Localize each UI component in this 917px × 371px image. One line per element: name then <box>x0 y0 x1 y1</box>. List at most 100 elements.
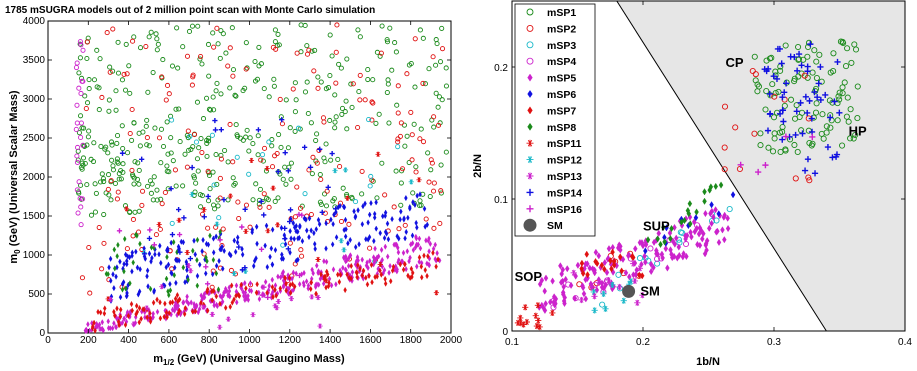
left-point-mSP13 <box>309 294 315 300</box>
left-point-mSP1 <box>250 197 256 203</box>
left-point-mSP1 <box>443 83 449 89</box>
left-point-mSP6 <box>279 224 284 232</box>
left-point-mSP16 <box>147 227 153 233</box>
left-point-mSP2 <box>299 253 305 259</box>
right-point-mSP1 <box>772 89 779 97</box>
left-point-mSP2 <box>144 135 150 141</box>
right-point-mSP5 <box>548 298 553 306</box>
left-point-mSP14 <box>119 150 126 156</box>
left-point-mSP1 <box>77 55 83 61</box>
left-point-mSP14 <box>218 127 224 133</box>
left-point-mSP1 <box>318 79 324 85</box>
left-point-mSP2 <box>395 83 401 89</box>
left-point-mSP6 <box>145 267 150 274</box>
left-point-mSP1 <box>280 176 286 182</box>
left-point-mSP7 <box>284 280 288 287</box>
right-point-mSP5 <box>663 245 669 253</box>
right-point-mSP5 <box>651 238 657 246</box>
left-point-mSP4 <box>76 85 82 91</box>
left-point-mSP1 <box>213 88 219 94</box>
left-point-mSP1 <box>191 173 197 179</box>
right-point-mSP14 <box>804 156 812 163</box>
left-point-mSP16 <box>116 228 123 234</box>
left-point-mSP11 <box>176 217 182 223</box>
left-point-mSP7 <box>218 300 222 307</box>
left-point-mSP1 <box>212 206 218 212</box>
left-point-mSP5 <box>346 262 351 270</box>
left-point-mSP2 <box>435 122 442 128</box>
left-point-mSP1 <box>386 120 392 126</box>
left-point-mSP1 <box>149 181 155 187</box>
left-point-mSP5 <box>189 299 193 306</box>
right-point-mSP6 <box>693 214 699 222</box>
left-point-mSP5 <box>243 296 247 304</box>
left-point-mSP1 <box>180 183 186 189</box>
annotation-sop: SOP <box>515 269 543 284</box>
legend-label: mSP3 <box>547 40 576 52</box>
right-point-mSP7 <box>594 259 600 268</box>
left-point-mSP16 <box>239 224 245 230</box>
left-point-mSP5 <box>257 289 261 296</box>
left-point-mSP6 <box>324 245 328 252</box>
right-point-mSP2 <box>721 103 729 110</box>
left-point-mSP2 <box>369 99 375 105</box>
left-point-mSP2 <box>290 86 296 92</box>
left-point-mSP13 <box>107 296 114 303</box>
left-point-mSP5 <box>185 298 189 305</box>
left-y-tick-label: 500 <box>28 289 45 300</box>
left-point-mSP6 <box>386 236 391 243</box>
right-point-mSP1 <box>834 117 841 124</box>
left-point-mSP1 <box>113 88 119 94</box>
left-point-mSP13 <box>288 296 295 302</box>
left-point-mSP8 <box>104 270 109 278</box>
left-point-mSP1 <box>314 131 320 137</box>
right-point-mSP14 <box>799 130 806 137</box>
right-point-mSP1 <box>809 69 816 76</box>
right-point-mSP14 <box>770 73 777 80</box>
right-point-mSP6 <box>716 210 721 218</box>
left-point-mSP7 <box>177 296 182 303</box>
right-point-mSP13 <box>630 260 637 267</box>
right-x-ticks: 0.1 0.2 0.3 0.4 <box>505 1 912 348</box>
left-point-mSP7 <box>239 281 243 288</box>
legend-box <box>514 3 596 237</box>
left-series-mSP7 <box>90 249 440 334</box>
left-point-mSP1 <box>134 176 141 182</box>
right-series-mSP7 <box>579 248 645 280</box>
right-point-mSP7 <box>619 267 624 275</box>
left-point-mSP6 <box>232 237 237 244</box>
left-point-mSP7 <box>355 274 359 281</box>
right-point-mSP5 <box>580 283 586 292</box>
left-point-mSP6 <box>385 220 390 227</box>
left-xlabel-sub: 1/2 <box>163 358 175 367</box>
right-point-mSP7 <box>609 265 614 273</box>
boundary-line <box>616 0 827 332</box>
left-point-mSP14 <box>287 218 293 225</box>
left-point-mSP2 <box>198 53 204 60</box>
right-point-mSP14 <box>781 89 788 96</box>
left-point-mSP6 <box>344 226 348 233</box>
left-point-mSP7 <box>214 293 219 300</box>
left-point-mSP1 <box>132 209 138 215</box>
left-point-mSP2 <box>315 85 321 91</box>
right-point-mSP14 <box>806 97 813 104</box>
left-point-mSP1 <box>387 25 393 31</box>
left-point-mSP1 <box>435 104 441 110</box>
left-point-mSP1 <box>96 85 102 91</box>
left-point-mSP2 <box>220 226 226 232</box>
left-point-mSP1 <box>199 193 205 199</box>
left-point-mSP6 <box>134 248 138 255</box>
left-point-mSP1 <box>101 211 107 218</box>
left-point-mSP5 <box>218 292 223 300</box>
left-point-mSP6 <box>121 279 126 286</box>
right-point-mSP1 <box>854 83 861 90</box>
left-point-mSP2 <box>369 117 375 123</box>
left-point-mSP2 <box>105 186 111 192</box>
left-point-mSP1 <box>97 179 104 185</box>
legend-marker-mSP7 <box>527 106 533 115</box>
right-point-mSP2 <box>806 177 813 184</box>
right-point-mSP16 <box>809 133 816 141</box>
left-point-mSP6 <box>305 227 309 234</box>
left-point-mSP8 <box>195 282 200 289</box>
left-point-mSP1 <box>80 155 87 161</box>
